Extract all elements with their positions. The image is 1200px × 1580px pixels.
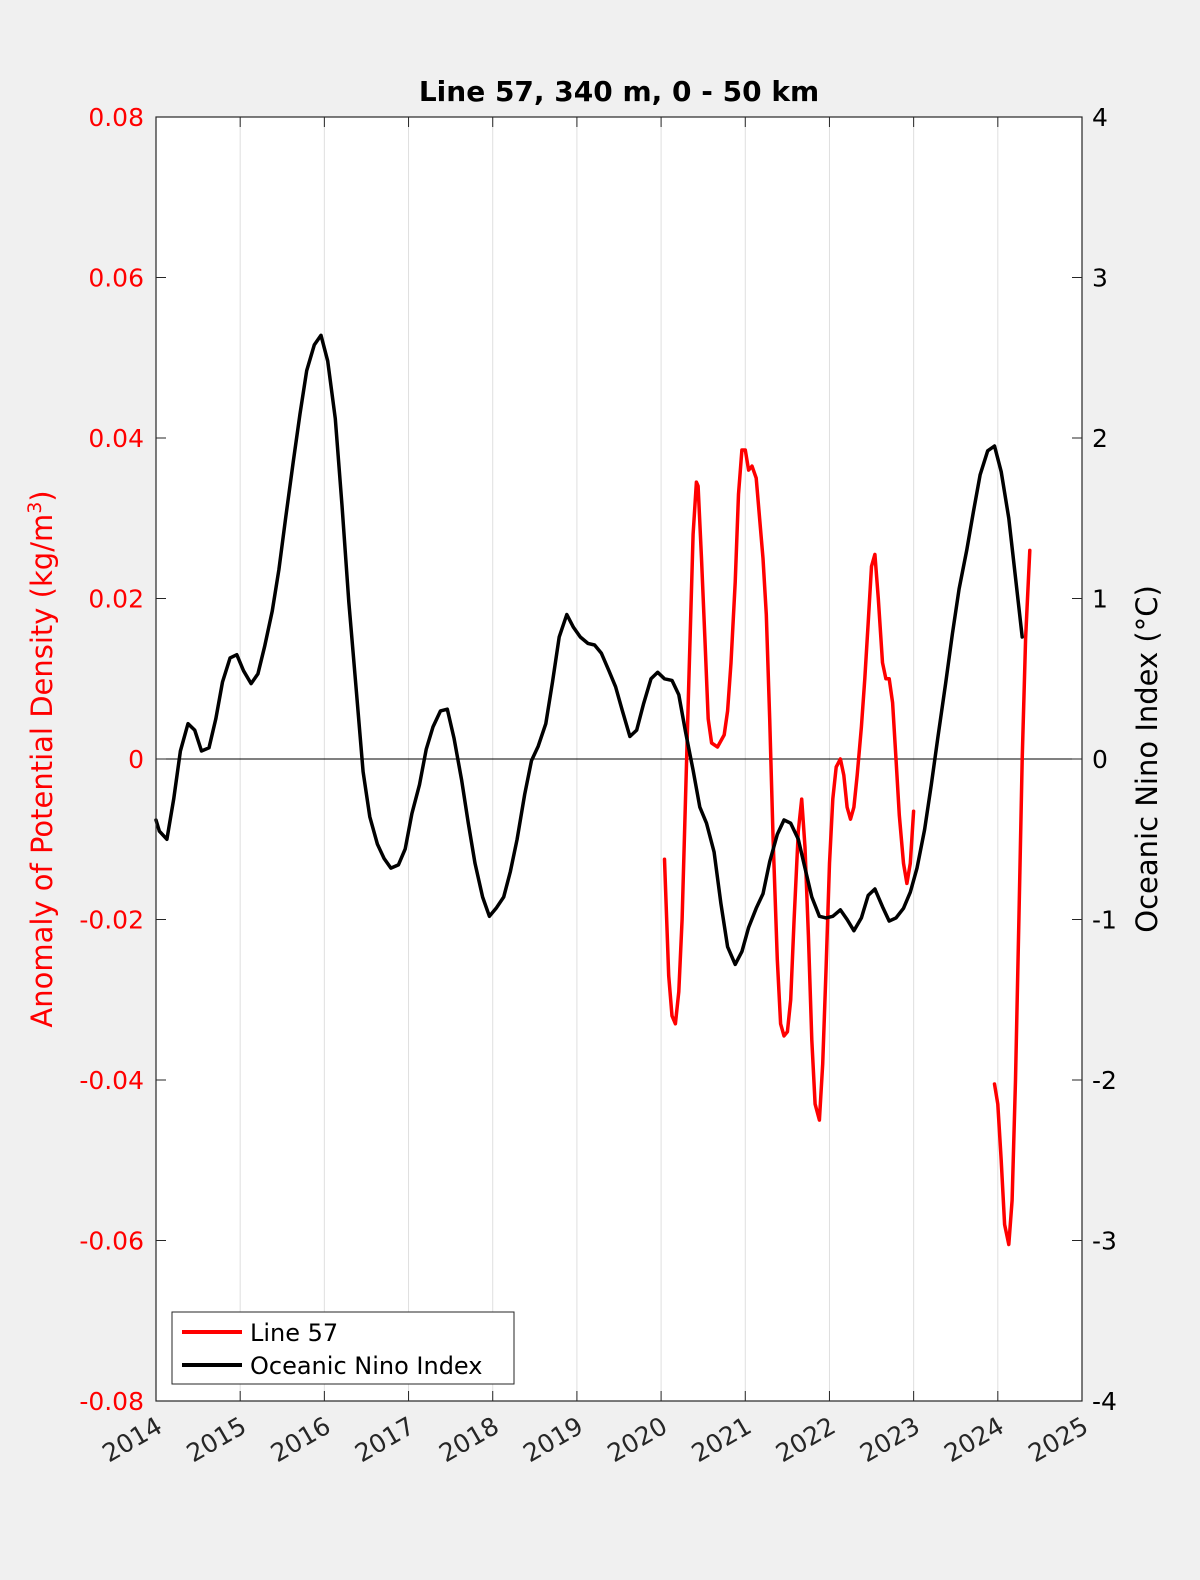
series-0-line-segment-0 (662, 448, 916, 1122)
y-right-tick-label: 2 (1092, 424, 1108, 453)
series-layer (154, 333, 1032, 1247)
x-tick-label: 2019 (518, 1411, 588, 1468)
y-left-tick-label: -0.04 (79, 1066, 144, 1095)
y-left-tick-label: -0.06 (79, 1227, 144, 1256)
y-right-tick-label: -3 (1092, 1227, 1117, 1256)
y-right-tick-label: -4 (1092, 1387, 1117, 1416)
x-tick-label: 2023 (855, 1411, 925, 1468)
y-right-tick-label: 3 (1092, 264, 1108, 293)
left-axis-label: Anomaly of Potential Density (kg/m3) (24, 490, 59, 1027)
y-left-tick-label: 0.04 (88, 424, 144, 453)
y-right-tick-label: -2 (1092, 1066, 1117, 1095)
x-tick-label: 2017 (350, 1411, 420, 1468)
x-tick-label: 2015 (182, 1411, 252, 1468)
legend-label-line57: Line 57 (250, 1319, 338, 1347)
y-left-tick-label: 0.06 (88, 264, 144, 293)
x-tick-label: 2024 (939, 1411, 1009, 1468)
tick-layer: 2014 2015 2016 2017 2018 2019 2020 2021 2022 2023… (79, 103, 1117, 1468)
series-0-line-segment-1 (992, 548, 1032, 1247)
series-1-line-segment-0 (154, 333, 1024, 967)
y-right-tick-label: 4 (1092, 103, 1108, 132)
legend-box (171, 1311, 515, 1385)
y-right-tick-label: -1 (1092, 906, 1117, 935)
y-right-tick-label: 0 (1092, 745, 1108, 774)
x-tick-label: 2021 (687, 1411, 757, 1468)
x-tick-label: 2020 (602, 1411, 672, 1468)
y-left-tick-label: 0.02 (88, 585, 144, 614)
legend: Line 57 Oceanic Nino Index (171, 1311, 515, 1385)
y-left-tick-label: -0.08 (79, 1387, 144, 1416)
y-left-tick-label: 0 (128, 745, 144, 774)
right-axis-label: Oceanic Nino Index (°C) (1130, 585, 1164, 933)
y-left-tick-label: 0.08 (88, 103, 144, 132)
x-tick-label: 2018 (434, 1411, 504, 1468)
y-left-tick-label: -0.02 (79, 906, 144, 935)
chart-title: Line 57, 340 m, 0 - 50 km (419, 75, 819, 108)
legend-label-oni: Oceanic Nino Index (250, 1352, 482, 1380)
y-right-tick-label: 1 (1092, 585, 1108, 614)
x-tick-label: 2016 (266, 1411, 336, 1468)
x-tick-label: 2022 (771, 1411, 841, 1468)
x-tick-label: 2025 (1023, 1411, 1093, 1468)
x-tick-label: 2014 (97, 1411, 167, 1468)
